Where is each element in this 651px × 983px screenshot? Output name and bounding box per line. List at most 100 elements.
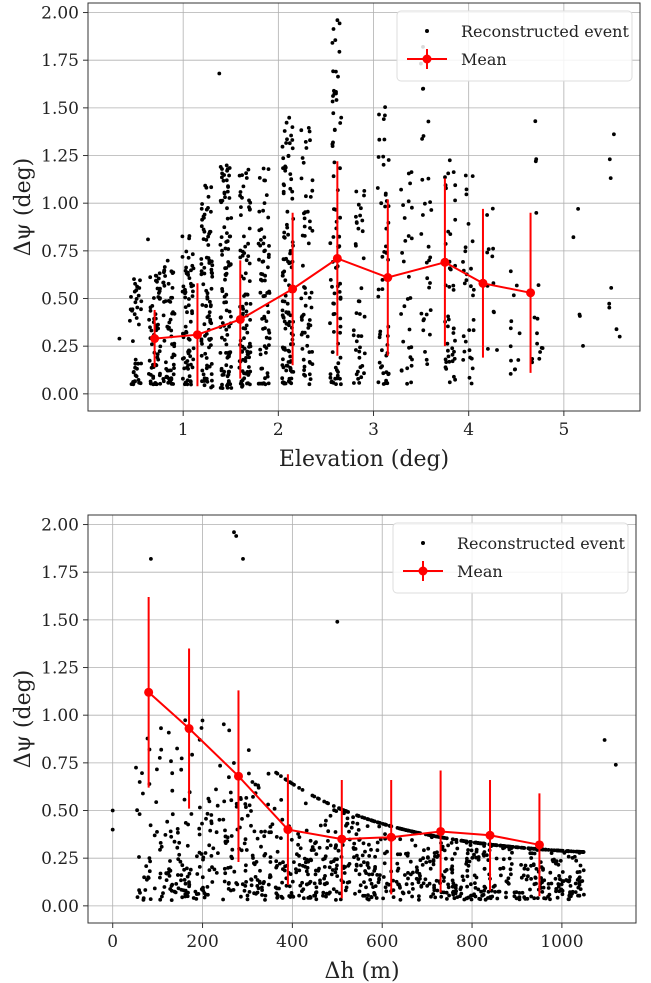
scatter-point [334,898,338,902]
scatter-point [172,353,177,358]
scatter-point [471,293,475,298]
scatter-point [554,887,559,891]
scatter-point [224,342,229,347]
y-tick-label: 1.25 [41,659,79,679]
scatter-point [209,819,214,824]
scatter-point [209,372,214,376]
scatter-point [182,878,187,882]
scatter-point [413,843,418,848]
scatter-point [335,874,340,878]
scatter-point [356,202,361,207]
scatter-point [261,241,266,246]
scatter-point [401,203,405,208]
scatter-point [282,235,287,240]
scatter-point [464,896,469,901]
scatter-point [420,137,424,141]
scatter-point [152,833,157,838]
scatter-point [356,814,361,818]
scatter-point [363,849,367,854]
scatter-point [222,799,227,804]
legend-label-scatter: Reconstructed event [461,22,629,41]
scatter-point [210,384,215,389]
scatter-point [453,183,458,188]
scatter-point [219,368,224,373]
scatter-point [291,894,296,899]
scatter-point [383,113,387,118]
scatter-point [227,775,231,780]
scatter-point [361,256,366,261]
scatter-point [465,874,470,879]
scatter-point [384,370,389,375]
scatter-point [202,891,207,896]
scatter-point [361,893,365,898]
scatter-point [224,240,229,244]
scatter-point [381,117,386,121]
scatter-point [328,813,333,818]
scatter-point [334,90,338,94]
scatter-point [329,872,334,877]
scatter-point [248,350,253,355]
scatter-point [491,281,496,286]
scatter-point [207,868,212,872]
scatter-point [141,896,146,900]
scatter-point [446,882,450,887]
scatter-point [426,846,431,851]
scatter-point [385,849,389,854]
scatter-point [428,332,432,337]
y-tick-label: 1.00 [41,194,79,214]
scatter-point [241,307,246,311]
scatter-point [378,329,383,334]
scatter-point [286,259,290,264]
scatter-point [222,225,227,230]
scatter-point [338,897,343,902]
scatter-point [568,875,572,879]
scatter-point [218,763,223,768]
scatter-point [281,166,285,171]
scatter-point [234,534,239,538]
scatter-point [508,269,513,274]
scatter-point [447,359,452,364]
scatter-point [399,187,403,192]
y-tick-label: 0.25 [41,849,79,869]
scatter-point [303,140,308,144]
scatter-point [167,874,172,878]
scatter-point [345,880,350,885]
scatter-point [540,890,545,894]
scatter-point [318,881,322,885]
scatter-point [259,829,264,834]
scatter-point [446,354,451,359]
scatter-point [351,328,356,333]
scatter-point [523,863,528,868]
scatter-point [223,871,228,876]
scatter-point [347,829,351,834]
scatter-point [246,167,251,172]
scatter-point [297,893,301,898]
scatter-point [375,848,380,853]
scatter-point [227,309,232,314]
y-tick-label: 1.00 [41,706,79,726]
scatter-point [294,870,299,875]
scatter-point [219,235,224,240]
scatter-point [448,267,453,272]
scatter-point [160,894,164,899]
scatter-point [204,366,209,371]
scatter-point [485,213,489,217]
scatter-point [470,366,475,371]
scatter-point [519,875,524,880]
scatter-point [408,355,413,360]
scatter-point [280,376,285,381]
scatter-point [171,382,176,386]
scatter-point [296,842,300,847]
scatter-point [239,213,243,218]
scatter-point [549,851,554,855]
scatter-point [365,863,370,867]
scatter-point [209,286,214,291]
scatter-point [559,882,564,887]
scatter-point [306,872,310,877]
scatter-point [283,326,288,331]
scatter-point [242,376,247,381]
scatter-point [199,257,204,261]
scatter-point [223,277,227,282]
scatter-point [179,756,184,761]
scatter-point [577,883,582,887]
